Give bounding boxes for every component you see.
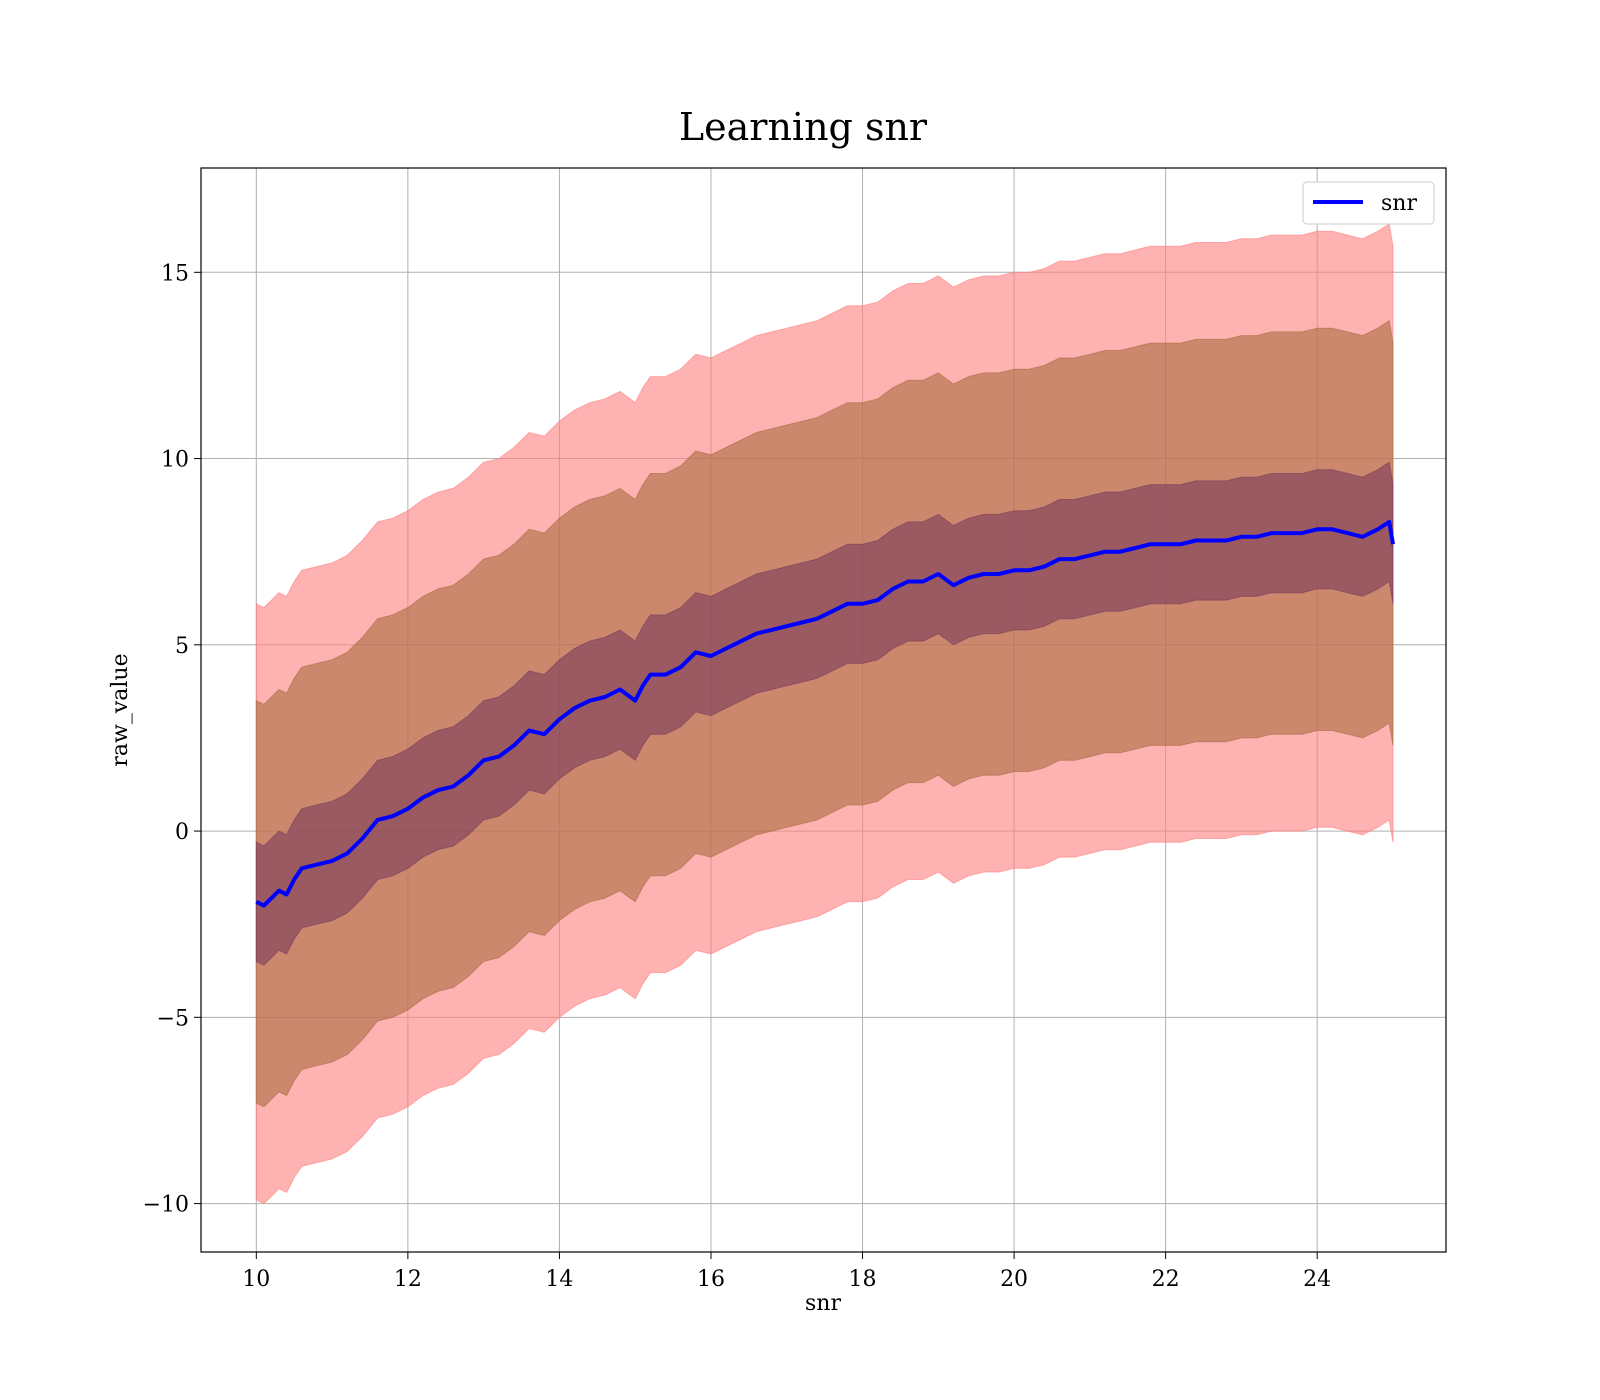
legend: snr <box>1302 181 1435 225</box>
y-tick-label: 0 <box>175 820 189 845</box>
x-tick-label: 10 <box>242 1267 270 1292</box>
y-tick-label: 10 <box>161 448 189 473</box>
x-tick-label: 24 <box>1303 1267 1331 1292</box>
legend-label: snr <box>1381 191 1417 216</box>
y-tick-label: −5 <box>157 1006 189 1031</box>
series-lines <box>255 519 1395 908</box>
x-tick-label: 18 <box>849 1267 877 1292</box>
y-tick-label: 15 <box>161 261 189 286</box>
plot-frame <box>200 167 1447 1253</box>
confidence-band <box>255 319 1394 1108</box>
x-tick-label: 14 <box>545 1267 573 1292</box>
x-tick-label: 12 <box>394 1267 422 1292</box>
x-tick-label: 20 <box>1000 1267 1028 1292</box>
legend-box <box>1302 181 1435 225</box>
chart-title: Learning snr <box>679 105 928 149</box>
y-tick-label: 5 <box>175 634 189 659</box>
x-axis-label: snr <box>805 1291 841 1316</box>
x-tick-label: 22 <box>1152 1267 1180 1292</box>
bands <box>255 223 1394 1205</box>
y-axis: −10 −5 0 5 10 15 <box>143 261 201 1218</box>
series-line-snr <box>255 519 1395 908</box>
x-tick-label: 16 <box>697 1267 725 1292</box>
y-axis-label: raw_value <box>108 653 133 766</box>
y-tick-label: −10 <box>143 1193 189 1218</box>
x-axis: 10 12 14 16 18 20 22 24 <box>242 1252 1331 1292</box>
confidence-band <box>255 461 1394 966</box>
